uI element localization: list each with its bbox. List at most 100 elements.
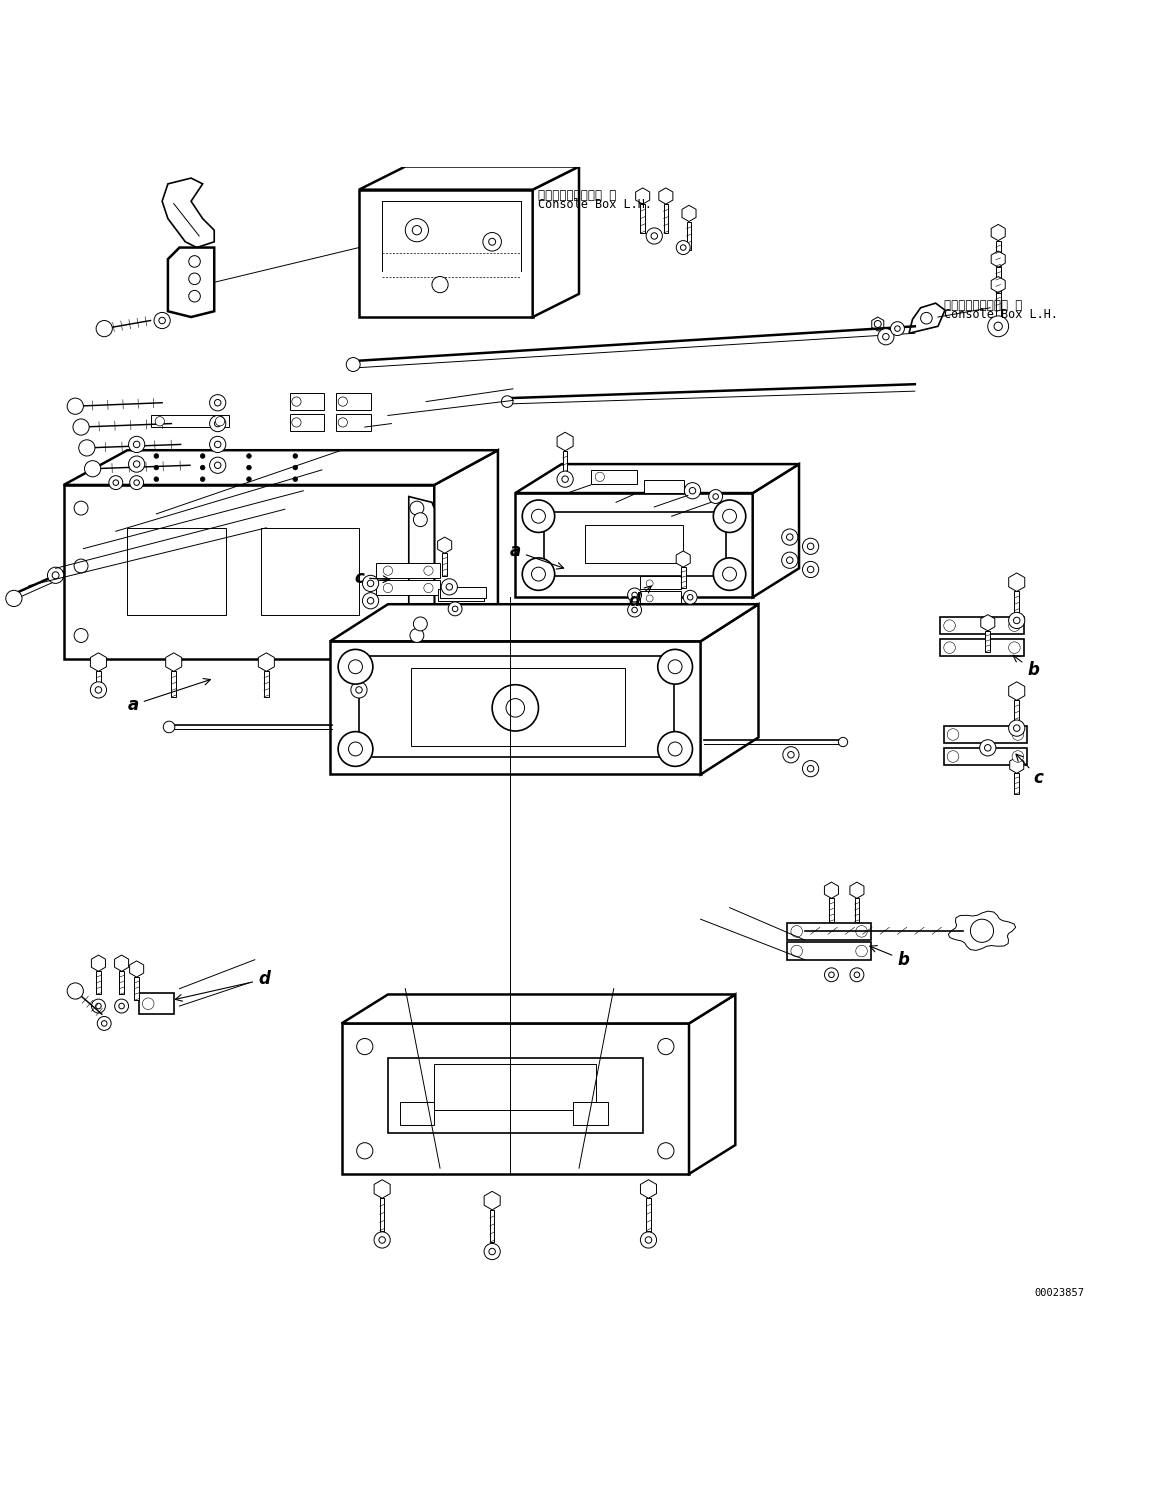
Polygon shape bbox=[330, 604, 758, 641]
Circle shape bbox=[791, 945, 802, 957]
Bar bbox=[134, 977, 139, 1000]
Bar bbox=[357, 671, 361, 696]
Bar bbox=[96, 971, 101, 994]
Circle shape bbox=[1009, 620, 1020, 631]
Bar bbox=[640, 577, 681, 589]
Circle shape bbox=[362, 576, 379, 592]
Polygon shape bbox=[533, 167, 579, 318]
Circle shape bbox=[189, 273, 200, 285]
Circle shape bbox=[595, 473, 604, 482]
Bar bbox=[336, 414, 371, 431]
Bar bbox=[591, 470, 637, 483]
Circle shape bbox=[155, 416, 164, 426]
Text: c: c bbox=[1016, 754, 1043, 787]
Circle shape bbox=[988, 316, 1009, 337]
Circle shape bbox=[489, 1248, 496, 1255]
Polygon shape bbox=[258, 653, 274, 671]
Circle shape bbox=[247, 465, 251, 470]
Circle shape bbox=[293, 477, 298, 482]
Circle shape bbox=[154, 453, 159, 458]
Polygon shape bbox=[1009, 573, 1025, 592]
Bar bbox=[563, 450, 567, 480]
Circle shape bbox=[632, 592, 637, 598]
Circle shape bbox=[74, 559, 88, 573]
Circle shape bbox=[782, 552, 798, 568]
Circle shape bbox=[921, 313, 932, 324]
Polygon shape bbox=[484, 1191, 500, 1209]
Text: 00023857: 00023857 bbox=[1034, 1288, 1085, 1299]
Text: b: b bbox=[1013, 655, 1039, 680]
Polygon shape bbox=[90, 653, 107, 671]
Bar bbox=[585, 525, 683, 562]
Polygon shape bbox=[359, 189, 533, 318]
Circle shape bbox=[351, 681, 367, 698]
Circle shape bbox=[154, 477, 159, 482]
Bar bbox=[139, 993, 174, 1014]
Text: b: b bbox=[870, 945, 909, 969]
Bar bbox=[855, 899, 859, 921]
Circle shape bbox=[668, 661, 682, 674]
Polygon shape bbox=[981, 614, 995, 631]
Circle shape bbox=[628, 587, 642, 602]
Bar bbox=[544, 511, 726, 577]
Bar bbox=[388, 1059, 643, 1133]
Circle shape bbox=[67, 983, 83, 999]
Circle shape bbox=[980, 740, 996, 756]
Circle shape bbox=[374, 1232, 390, 1248]
Circle shape bbox=[95, 687, 102, 693]
Circle shape bbox=[489, 239, 496, 245]
Bar bbox=[171, 671, 176, 696]
Polygon shape bbox=[130, 960, 144, 977]
Circle shape bbox=[984, 744, 991, 751]
Polygon shape bbox=[636, 188, 650, 204]
Circle shape bbox=[210, 458, 226, 473]
Polygon shape bbox=[515, 494, 753, 598]
Circle shape bbox=[646, 595, 653, 602]
Circle shape bbox=[658, 1142, 674, 1159]
Circle shape bbox=[349, 661, 362, 674]
Circle shape bbox=[994, 322, 1003, 331]
Circle shape bbox=[210, 395, 226, 412]
Circle shape bbox=[947, 729, 959, 741]
Circle shape bbox=[247, 453, 251, 458]
Bar bbox=[664, 204, 668, 233]
Circle shape bbox=[410, 629, 424, 643]
Polygon shape bbox=[701, 604, 758, 774]
Circle shape bbox=[645, 1236, 652, 1243]
Circle shape bbox=[96, 1003, 101, 1009]
Polygon shape bbox=[434, 450, 498, 659]
Circle shape bbox=[676, 240, 690, 255]
Circle shape bbox=[856, 926, 867, 938]
Bar bbox=[261, 528, 359, 614]
Circle shape bbox=[453, 605, 457, 611]
Circle shape bbox=[824, 968, 838, 981]
Circle shape bbox=[214, 441, 221, 447]
Polygon shape bbox=[689, 994, 735, 1173]
Polygon shape bbox=[640, 1179, 657, 1199]
Circle shape bbox=[432, 276, 448, 292]
Circle shape bbox=[357, 1142, 373, 1159]
Circle shape bbox=[532, 567, 545, 581]
Polygon shape bbox=[682, 206, 696, 222]
Circle shape bbox=[367, 598, 374, 604]
Polygon shape bbox=[557, 432, 573, 450]
Text: c: c bbox=[354, 568, 390, 586]
Circle shape bbox=[410, 501, 424, 514]
Bar bbox=[264, 671, 269, 696]
Bar bbox=[376, 580, 440, 595]
Circle shape bbox=[632, 607, 637, 613]
Circle shape bbox=[90, 681, 107, 698]
Circle shape bbox=[640, 1232, 657, 1248]
Circle shape bbox=[163, 722, 175, 732]
Circle shape bbox=[6, 590, 22, 607]
Bar bbox=[944, 748, 1027, 765]
Circle shape bbox=[154, 313, 170, 328]
Polygon shape bbox=[374, 1179, 390, 1199]
Circle shape bbox=[349, 743, 362, 756]
Circle shape bbox=[357, 1038, 373, 1054]
Circle shape bbox=[292, 397, 301, 406]
Circle shape bbox=[338, 397, 347, 406]
Bar bbox=[442, 553, 447, 577]
Circle shape bbox=[802, 538, 819, 555]
Text: d: d bbox=[175, 971, 270, 1000]
